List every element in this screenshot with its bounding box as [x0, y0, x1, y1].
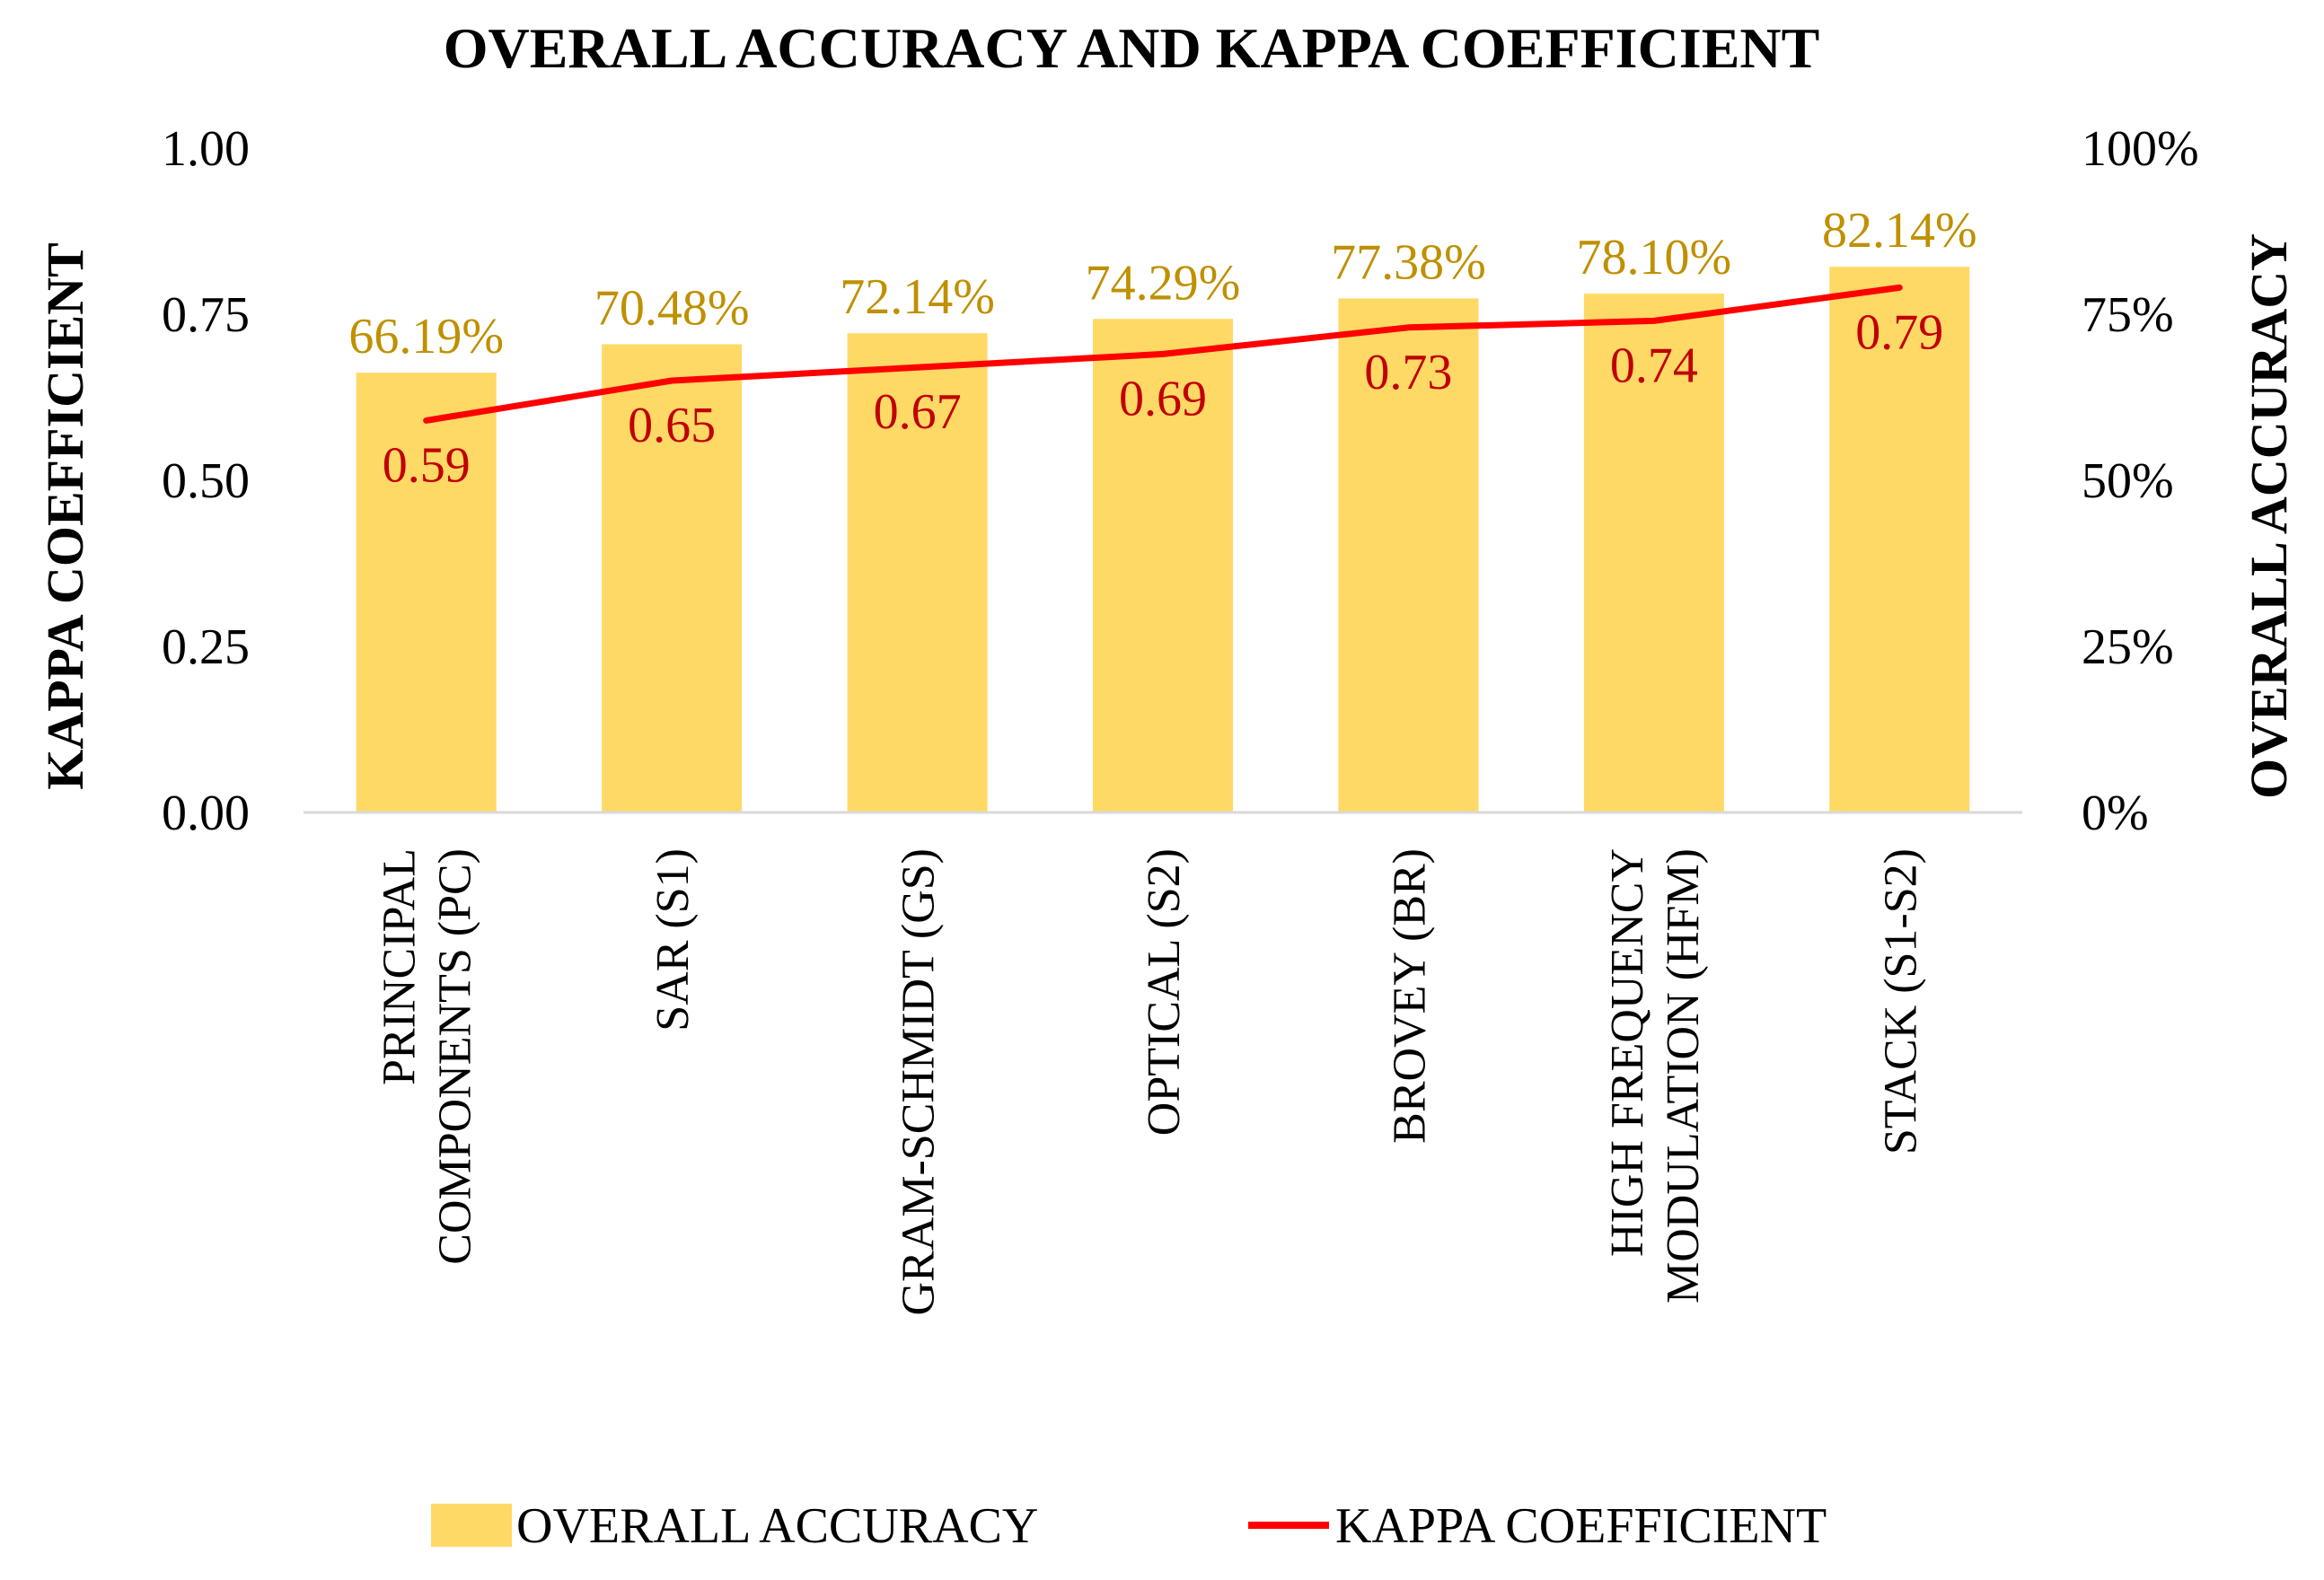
x-axis-category-line: SAR (S1) — [647, 848, 699, 1031]
bar — [356, 373, 497, 812]
y-axis-left-tick-label: 1.00 — [162, 121, 250, 177]
y-axis-right-title-text: OVERALL ACCURACY — [2240, 233, 2298, 799]
kappa-data-label: 0.67 — [874, 384, 962, 440]
y-axis-right-tick-label: 100% — [2082, 121, 2199, 177]
x-axis-category-label: OPTICAL (S2) — [1139, 848, 1190, 1136]
x-axis-category-label: SAR (S1) — [647, 848, 699, 1031]
y-axis-left-tick-label: 0.75 — [162, 287, 250, 343]
bar-data-label: 70.48% — [594, 280, 750, 336]
bar-data-label: 77.38% — [1331, 234, 1486, 290]
y-axis-left-tick-label: 0.25 — [162, 619, 250, 675]
x-axis-category-line: PRINCIPAL — [374, 848, 426, 1085]
y-axis-left-ticks: 0.00 0.25 0.50 0.75 1.00 — [162, 121, 250, 841]
x-axis-category-label: STACK (S1-S2) — [1875, 848, 1926, 1154]
bar — [847, 333, 988, 812]
kappa-data-label: 0.73 — [1364, 345, 1452, 400]
x-axis-category-line: BROVEY (BR) — [1384, 848, 1435, 1144]
x-axis-category-line: MODULATION (HFM) — [1658, 848, 1709, 1304]
x-axis-category-label: HIGH FREQUENCY MODULATION (HFM) — [1602, 848, 1709, 1304]
bar-data-label: 74.29% — [1086, 255, 1241, 311]
x-axis-category-line: COMPONENTS (PC) — [430, 848, 481, 1265]
y-axis-left-tick-label: 0.50 — [162, 453, 250, 509]
y-axis-right-tick-label: 25% — [2082, 619, 2174, 675]
bar-data-labels: 66.19% 70.48% 72.14% 74.29% 77.38% 78.10% 82.1… — [348, 203, 1976, 364]
x-axis-category-label: BROVEY (BR) — [1384, 848, 1435, 1144]
legend-line-label: KAPPA COEFFICIENT — [1335, 1498, 1827, 1554]
y-axis-right-title: OVERALL ACCURACY — [2240, 233, 2298, 799]
x-axis-category-label: PRINCIPAL COMPONENTS (PC) — [374, 848, 481, 1265]
y-axis-right-tick-label: 75% — [2082, 287, 2174, 343]
kappa-line — [423, 284, 1903, 424]
kappa-data-label: 0.69 — [1119, 371, 1207, 426]
bar — [1093, 319, 1233, 812]
bar-data-label: 72.14% — [840, 269, 995, 325]
bar — [1338, 298, 1479, 812]
bar — [1583, 294, 1724, 812]
bar-series — [356, 267, 1970, 812]
bar-data-label: 66.19% — [348, 309, 504, 364]
bar — [1829, 267, 1970, 812]
legend-bar-label: OVERALL ACCURACY — [516, 1498, 1038, 1554]
y-axis-left-title: KAPPA COEFFICIENT — [36, 242, 94, 790]
kappa-data-labels: 0.59 0.65 0.67 0.69 0.73 0.74 0.79 — [383, 304, 1944, 493]
x-axis-category-line: HIGH FREQUENCY — [1602, 848, 1653, 1257]
y-axis-left-title-text: KAPPA COEFFICIENT — [36, 242, 94, 790]
legend: OVERALL ACCURACY KAPPA COEFFICIENT — [431, 1498, 1827, 1554]
kappa-line-series — [423, 284, 1903, 424]
chart-title: OVERALL ACCURACY AND KAPPA COEFFICIENT — [444, 16, 1820, 80]
x-axis-category-line: STACK (S1-S2) — [1875, 848, 1926, 1154]
kappa-data-label: 0.74 — [1610, 338, 1698, 393]
bar-data-label: 82.14% — [1822, 203, 1977, 259]
bar — [602, 344, 743, 812]
x-axis-category-label: GRAM-SCHMIDT (GS) — [894, 848, 945, 1316]
x-axis-category-labels: PRINCIPAL COMPONENTS (PC) SAR (S1) GRAM-SCH… — [374, 848, 1927, 1316]
legend-bar-swatch — [431, 1504, 512, 1547]
x-axis-category-line: GRAM-SCHMIDT (GS) — [894, 848, 945, 1316]
bar-data-label: 78.10% — [1577, 230, 1732, 285]
kappa-data-label: 0.59 — [383, 437, 471, 493]
x-axis-category-line: OPTICAL (S2) — [1139, 848, 1190, 1136]
y-axis-right-ticks: 0% 25% 50% 75% 100% — [2082, 121, 2199, 841]
y-axis-left-tick-label: 0.00 — [162, 786, 250, 841]
y-axis-right-tick-label: 0% — [2082, 786, 2149, 841]
kappa-data-label: 0.65 — [628, 398, 716, 453]
kappa-data-label: 0.79 — [1855, 304, 1943, 360]
y-axis-right-tick-label: 50% — [2082, 453, 2174, 509]
